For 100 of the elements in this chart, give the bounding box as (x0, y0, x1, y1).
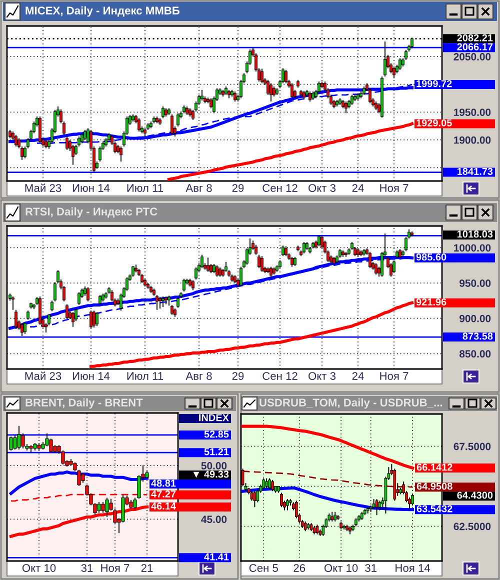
y-tick-label: 67.5000 (454, 442, 491, 450)
x-tick-label: Окт 10 (324, 564, 358, 572)
candlestick (72, 144, 74, 166)
candlestick (378, 500, 382, 511)
data-label: 46.14 (151, 502, 176, 510)
x-tick-label: Окт 3 (308, 372, 336, 380)
candlestick (392, 66, 396, 79)
candlestick (260, 256, 264, 272)
candlestick (92, 310, 96, 328)
candlestick (375, 498, 378, 516)
ref-line-label: 52.85 (204, 430, 229, 438)
text: 2082.21 (457, 34, 493, 42)
candlestick (12, 296, 14, 310)
candlestick (224, 261, 228, 272)
x-tick-label: 29 (232, 184, 244, 192)
text: 1018.03 (457, 230, 493, 238)
candlestick (97, 502, 101, 514)
data-label: 921.96 (416, 298, 446, 306)
ref-line-label: 41.41 (204, 553, 229, 560)
x-tick-label: Май 23 (25, 184, 62, 192)
x-tick-label: 26 (294, 564, 306, 572)
candlestick (265, 478, 268, 488)
candlestick (170, 114, 174, 136)
x-tick-label: Май 23 (25, 372, 62, 380)
y-tick-label: 45.00 (201, 516, 227, 524)
x-tick-label: 21 (141, 564, 153, 572)
candlestick (78, 292, 80, 306)
data-label: 64.9508 (416, 482, 452, 490)
data-label: 1999.72 (416, 80, 452, 88)
candlestick (290, 256, 294, 268)
ref-line-label: 51.21 (204, 448, 229, 456)
candlestick (280, 492, 283, 508)
candlestick (284, 69, 288, 84)
x-tick-label: Июн 14 (72, 372, 110, 380)
data-label: 985.60 (416, 253, 446, 261)
candlestick (162, 296, 164, 308)
x-tick-label: Сен 12 (262, 372, 298, 380)
candlestick (20, 322, 24, 336)
ref-line-label: 2066.17 (457, 43, 493, 50)
candlestick (304, 521, 307, 532)
candlestick (210, 98, 212, 109)
data-label: 48.81 (151, 480, 176, 487)
candlestick (330, 511, 334, 522)
candlestick (294, 256, 296, 267)
candlestick (270, 266, 272, 279)
chart-title: MICEX, Daily - Индекс ММВБ (26, 6, 180, 17)
y-tick-label: 50.00 (201, 462, 227, 470)
text: INDEX (199, 414, 229, 422)
candlestick (398, 248, 402, 259)
data-label: 66.1412 (416, 464, 452, 471)
candlestick (138, 118, 140, 132)
candlestick (200, 89, 204, 101)
candlestick (268, 478, 271, 490)
candlestick (96, 312, 98, 327)
y-tick-label: 62.5000 (454, 522, 491, 530)
y-tick-label: 950.00 (460, 280, 491, 287)
candlestick (308, 91, 312, 102)
candlestick (216, 264, 218, 278)
x-tick-label: Сен 5 (249, 564, 278, 572)
candlestick (374, 262, 378, 276)
candlestick (50, 300, 54, 312)
x-tick-label: Авг 8 (186, 372, 212, 380)
candlestick (258, 254, 260, 269)
candlestick (105, 497, 109, 518)
x-tick-label: Авг 8 (186, 184, 212, 192)
candlestick (206, 257, 210, 272)
x-tick-label: 29 (232, 372, 244, 380)
ref-line-label: 1841.73 (457, 168, 493, 175)
x-tick-label: 31 (81, 564, 93, 572)
candlestick (253, 490, 256, 508)
x-tick-label: Июл 11 (127, 184, 164, 192)
ref-line-label: 873.58 (462, 332, 493, 340)
y-tick-label: 1950.00 (454, 108, 491, 116)
y-tick-label: 2050.00 (454, 53, 491, 60)
chart-title: BRENT, Daily - BRENT (26, 398, 143, 409)
candlestick (218, 266, 222, 278)
x-tick-label: Ноя 7 (380, 372, 408, 380)
candlestick (21, 432, 25, 449)
x-tick-label: Окт 10 (22, 564, 56, 572)
y-tick-label: 1900.00 (454, 136, 491, 144)
data-label: 63.5432 (416, 505, 452, 512)
chart-title: USDRUB_TOM, Daily - USDRUB_... (260, 398, 442, 409)
y-tick-label: 850.00 (460, 350, 491, 358)
x-tick-label: 31 (365, 564, 376, 572)
x-tick-label: Июл 11 (127, 372, 164, 380)
data-label: 1929.05 (416, 119, 452, 126)
chart-title: RTSI, Daily - Индекс РТС (26, 207, 158, 218)
text: ▼ 49.33 (193, 470, 229, 478)
x-tick-label: Ноя 7 (380, 184, 408, 192)
candlestick (98, 294, 102, 306)
candlestick (334, 511, 337, 522)
candlestick (24, 322, 26, 334)
x-tick-label: Окт 3 (308, 184, 336, 192)
candlestick (212, 263, 216, 274)
candlestick (368, 251, 372, 269)
x-tick-label: 24 (352, 184, 364, 192)
y-tick-label: 900.00 (460, 314, 491, 322)
candlestick (17, 425, 21, 450)
candlestick (120, 146, 122, 162)
candlestick (170, 304, 174, 316)
